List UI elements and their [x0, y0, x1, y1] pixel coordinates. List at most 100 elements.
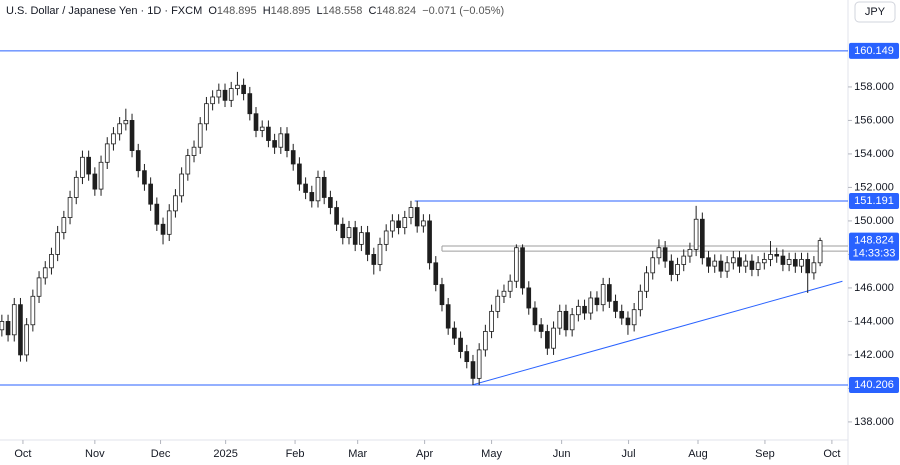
currency-button-label[interactable]: JPY	[865, 6, 886, 18]
candle-body	[737, 257, 742, 267]
x-tick-label: Jul	[622, 448, 636, 460]
candle-body	[92, 173, 98, 190]
candle-body	[780, 255, 786, 265]
last-price-tag	[849, 232, 899, 261]
y-tick-label: 138.000	[854, 416, 894, 428]
candle-body	[266, 126, 271, 141]
candle-body	[123, 120, 129, 125]
candle-body	[160, 223, 166, 235]
x-tick-label: Mar	[348, 448, 367, 460]
candle-body	[458, 337, 463, 352]
candle-body	[80, 156, 85, 178]
candle-body	[749, 260, 755, 270]
y-tick-label: 156.000	[854, 114, 894, 126]
candle-body	[86, 156, 91, 175]
candle-body	[148, 183, 153, 205]
candle-body	[290, 150, 296, 165]
candle-body	[799, 259, 804, 267]
candle-body	[328, 197, 333, 208]
close-label: C	[368, 5, 376, 17]
candle-body	[228, 88, 234, 101]
candle-body	[687, 248, 693, 257]
candle-body	[700, 218, 705, 259]
candle-body	[439, 284, 445, 306]
candle-body	[600, 284, 606, 306]
candle-body	[706, 257, 711, 267]
candle-body	[470, 361, 476, 379]
candle-body	[383, 230, 389, 245]
candle-body	[476, 349, 482, 379]
candle-body	[135, 150, 141, 172]
level-tag	[849, 42, 899, 59]
candle-body	[675, 264, 680, 275]
candle-body	[365, 232, 370, 255]
candle-body	[538, 324, 544, 332]
level-tag	[849, 376, 899, 393]
x-tick-label: May	[481, 448, 502, 460]
level-tag	[849, 192, 899, 209]
candle-body	[414, 207, 420, 227]
candle-body	[98, 161, 104, 190]
candle-body	[786, 259, 792, 265]
x-tick-label: Oct	[14, 448, 31, 460]
level-tag-label: 140.206	[854, 379, 894, 391]
open-label: O	[208, 5, 217, 17]
candle-body	[433, 262, 439, 285]
candle-body	[210, 96, 215, 105]
candle-body	[154, 203, 160, 225]
candle-body	[18, 304, 23, 356]
currency-button-box[interactable]	[854, 1, 896, 23]
currency-button[interactable]: JPY	[854, 1, 896, 23]
candle-body	[718, 260, 724, 272]
candle-body	[402, 217, 408, 229]
candle-body	[55, 232, 60, 255]
candle-body	[5, 321, 11, 336]
candle-body	[346, 227, 352, 239]
candle-body	[179, 173, 184, 197]
x-tick-label: Oct	[823, 448, 840, 460]
countdown: 14:33:33	[853, 248, 896, 260]
candle-body	[532, 307, 538, 326]
y-tick-label: 154.000	[854, 148, 894, 160]
candle-body	[464, 351, 470, 363]
candle-body	[359, 232, 364, 245]
candle-body	[166, 210, 172, 235]
candle-body	[681, 255, 687, 265]
candle-body	[272, 140, 277, 148]
candle-body	[303, 183, 308, 193]
candle-body	[321, 176, 327, 198]
high-value: 148.895	[271, 5, 311, 17]
candle-body	[724, 262, 730, 272]
candle-body	[315, 176, 321, 202]
y-tick-label: 152.000	[854, 181, 894, 193]
candle-body	[638, 290, 643, 311]
y-tick-label: 150.000	[854, 215, 894, 227]
axes: 138.000140.000142.000144.000146.000148.0…	[14, 42, 899, 460]
candle-body	[693, 218, 699, 250]
candle-body	[792, 259, 798, 267]
candle-body	[613, 300, 618, 312]
candle-body	[761, 259, 767, 264]
candle-body	[421, 220, 426, 227]
candle-body	[408, 207, 414, 218]
header: U.S. Dollar / Japanese Yen · 1D · FXCM O…	[6, 5, 504, 17]
candle-body	[669, 260, 674, 275]
candle-body	[352, 227, 358, 245]
candle-body	[805, 259, 811, 274]
candle-body	[427, 220, 432, 264]
x-tick-label: Aug	[688, 448, 708, 460]
candle-body	[241, 84, 246, 95]
candle-body	[551, 327, 556, 349]
candle-body	[117, 123, 122, 135]
candle-body	[501, 290, 507, 297]
candle-body	[173, 195, 178, 212]
candle-body	[445, 304, 451, 329]
candle-body	[204, 103, 209, 125]
candle-body	[142, 170, 147, 185]
candle-body	[61, 217, 67, 234]
y-tick-label: 158.000	[854, 81, 894, 93]
candle-body	[650, 257, 656, 274]
candle-body	[278, 133, 284, 148]
